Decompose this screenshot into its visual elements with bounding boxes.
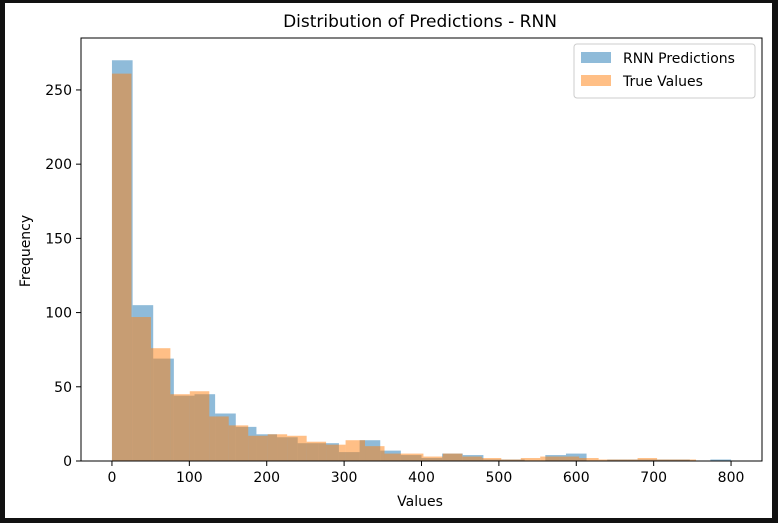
histogram-bars [111,60,732,462]
y-tick-label: 250 [45,83,72,99]
histogram-bar-true-values [598,459,619,461]
histogram-bar-true-values [209,416,229,461]
legend-swatch-true-values [581,75,611,86]
histogram-bar-true-values [131,317,151,461]
histogram-bar-true-values [637,458,658,461]
x-axis-label: Values [397,494,443,510]
histogram-bar-true-values [228,425,249,461]
chart-title: Distribution of Predictions - RNN [283,12,557,32]
x-tick-label: 200 [253,470,280,486]
histogram-bar-true-values [267,434,288,461]
y-axis-label: Frequency [18,215,34,287]
x-tick-label: 100 [176,470,203,486]
histogram-bar-true-values [481,458,502,461]
legend-label-true-values: True Values [622,74,703,90]
histogram-bar-true-values [540,456,560,461]
axis-ticks: 0 100 200 300 400 500 600 700 800 0 50 100 150 200 250 [45,83,744,486]
histogram-bar-true-values [326,444,346,461]
histogram-bar-true-values [676,459,696,461]
histogram-bar-true-values [384,453,404,461]
y-tick-label: 50 [54,380,72,396]
histogram-bar-true-values [403,453,424,461]
histogram-bar-true-values [442,453,463,461]
y-tick-label: 0 [63,454,72,470]
histogram-bar-true-values [618,459,638,461]
histogram-bar-true-values [248,435,268,461]
histogram-bar-true-values [189,391,210,461]
histogram-bar-true-values [345,440,366,461]
histogram-bar-true-values [111,73,132,461]
legend-swatch-rnn-predictions [581,52,611,63]
y-tick-label: 100 [45,306,72,322]
histogram-bar-true-values [520,458,541,461]
x-tick-label: 300 [331,470,358,486]
chart-legend: RNN Predictions True Values [573,43,756,99]
histogram-bar-true-values [657,459,677,461]
histogram-bar-rnn-predictions [710,459,732,461]
x-tick-label: 700 [640,470,667,486]
histogram-bar-true-values [423,456,443,461]
histogram-bar-true-values [579,458,599,461]
x-tick-label: 600 [563,470,590,486]
histogram-bar-true-values [462,456,482,461]
x-tick-label: 800 [718,470,745,486]
histogram-bar-true-values [150,348,171,461]
y-tick-label: 200 [45,157,72,173]
histogram-bar-true-values [501,459,521,461]
x-tick-label: 500 [486,470,513,486]
x-tick-label: 400 [408,470,435,486]
y-tick-label: 150 [45,231,72,247]
legend-label-rnn-predictions: RNN Predictions [623,51,735,67]
histogram-bar-true-values [365,446,385,461]
histogram-bar-true-values [559,456,580,461]
histogram-chart: Distribution of Predictions - RNN 0 100 20… [18,12,763,510]
histogram-bar-true-values [306,441,327,461]
histogram-bar-true-values [170,394,190,461]
legend-box [573,43,756,99]
x-tick-label: 0 [107,470,116,486]
chart-figure: Distribution of Predictions - RNN 0 100 20… [5,3,772,518]
histogram-bar-true-values [287,435,307,461]
